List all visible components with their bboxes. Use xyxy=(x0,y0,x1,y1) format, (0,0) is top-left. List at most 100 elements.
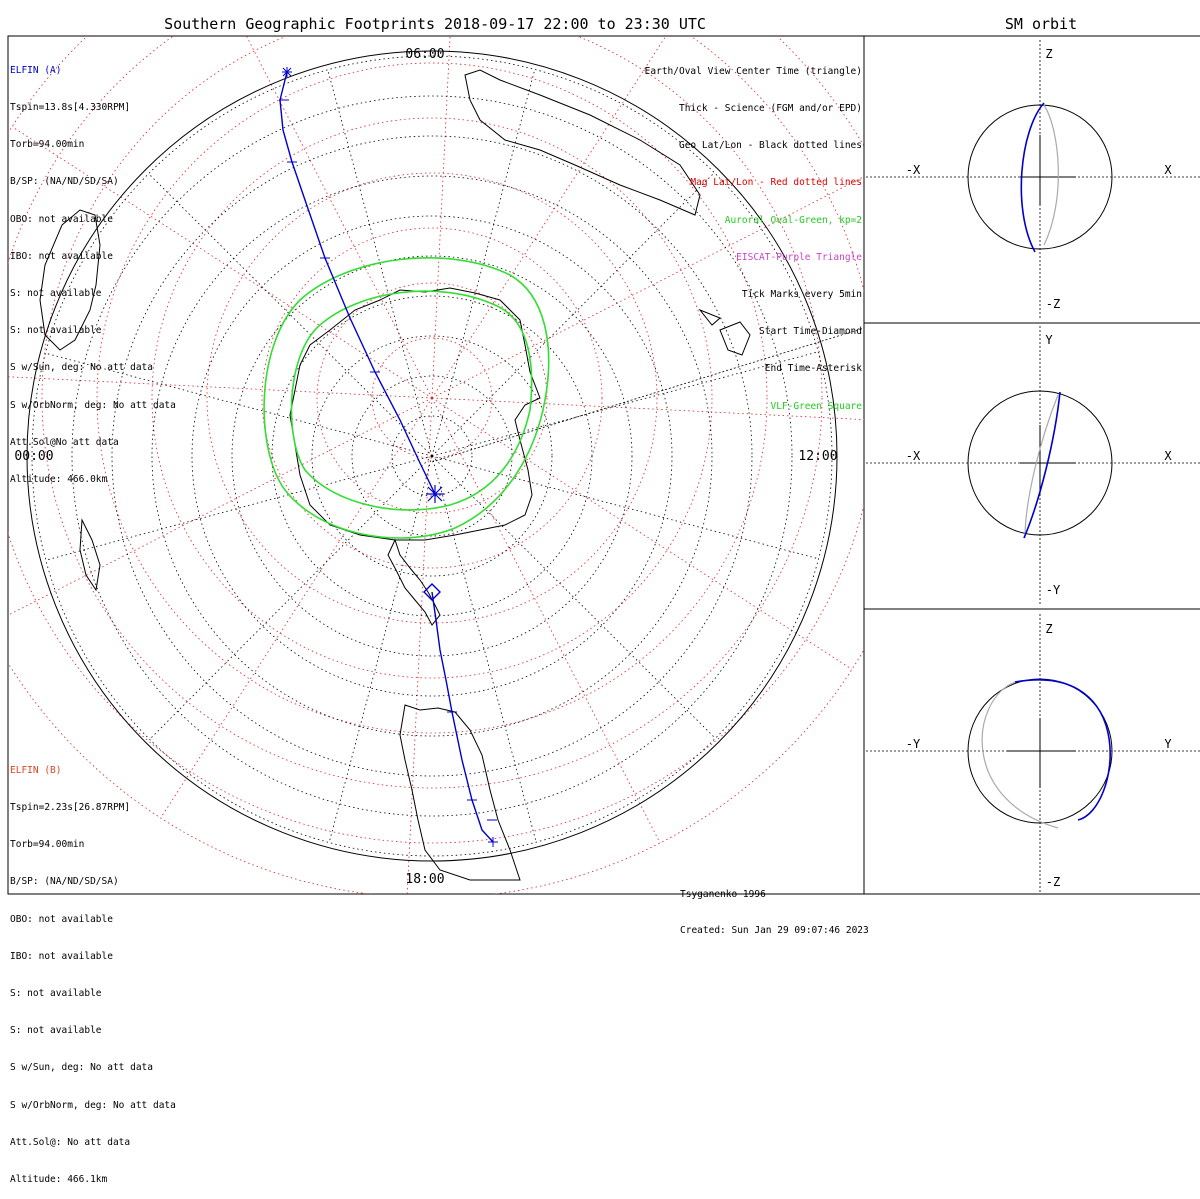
elfin-b-line: B/SP: (NA/ND/SD/SA) xyxy=(10,876,119,888)
elfin-b-ticks xyxy=(447,711,497,821)
meridian-line xyxy=(431,69,536,457)
elfin-a-line: S: not available xyxy=(10,325,102,337)
elfin-a-track xyxy=(279,71,436,495)
elfin-a-info: ELFIN (A) Tspin=13.8s[4.330RPM] Torb=94.… xyxy=(10,40,176,499)
orbit3-top: Z xyxy=(1045,622,1052,636)
legend-item: Tick Marks every 5min xyxy=(741,289,862,301)
elfin-b-line: S w/Sun, deg: No att data xyxy=(10,1062,153,1074)
elfin-b-line: OBO: not available xyxy=(10,913,113,925)
madagascar xyxy=(719,321,751,356)
elfin-a-line: Att.Sol@No att data xyxy=(10,436,119,448)
elfin-a-line: OBO: not available xyxy=(10,213,113,225)
auroral-oval xyxy=(263,257,550,539)
model-label: Tsyganenko-1996 xyxy=(680,889,766,900)
orbit1-top: Z xyxy=(1045,47,1052,61)
mag-grid xyxy=(8,36,864,894)
legend-item: VLF-Green Square xyxy=(770,400,862,412)
elfin-b-header: ELFIN (B) xyxy=(10,764,62,776)
meridian-line xyxy=(45,352,433,457)
elfin-a-header: ELFIN (A) xyxy=(10,64,62,76)
meridian-line xyxy=(327,69,433,457)
south-georgia xyxy=(698,308,721,326)
time-label-bottom: 18:00 xyxy=(405,872,444,887)
meridian-line xyxy=(149,455,433,740)
orbit-title: SM orbit xyxy=(1005,15,1077,33)
elfin-b-line: S w/OrbNorm, deg: No att data xyxy=(10,1099,176,1111)
australia-coast xyxy=(39,209,101,351)
meridian-line xyxy=(431,455,819,560)
elfin-a-line: Torb=94.00min xyxy=(10,139,85,151)
elfin-a-line: Altitude: 466.0km xyxy=(10,474,108,486)
legend-item: Mag Lat/Lon - Red dotted lines xyxy=(690,177,862,189)
elfin-b-line: S: not available xyxy=(10,1025,102,1037)
legend-item: Auroral Oval-Green, kp=2 xyxy=(724,214,862,226)
polar-map xyxy=(8,36,864,894)
orbit1-left: -X xyxy=(906,163,921,177)
time-label-top: 06:00 xyxy=(405,47,444,62)
legend-item: Earth/Oval View Center Time (triangle) xyxy=(644,65,862,77)
orbit2-bottom: -Y xyxy=(1046,583,1061,597)
meridian-line xyxy=(431,172,715,457)
elfin-b-line: Altitude: 466.1km xyxy=(10,1174,108,1186)
antarctica-coast xyxy=(289,287,541,541)
orbit3-bottom: -Z xyxy=(1046,875,1060,889)
orbit1-right: X xyxy=(1164,163,1172,177)
meridian-line xyxy=(431,397,853,670)
created-label: Created: Sun Jan 29 09:07:46 2023 xyxy=(680,925,869,936)
elfin-a-line: S w/Sun, deg: No att data xyxy=(10,362,153,374)
elfin-b-line: Torb=94.00min xyxy=(10,839,85,851)
elfin-a-end-asterisk xyxy=(426,485,444,503)
elfin-b-line: Tspin=2.23s[26.87RPM] xyxy=(10,802,131,814)
oval-outer xyxy=(263,257,550,539)
elfin-b-track xyxy=(431,591,494,843)
meridian-line xyxy=(148,173,433,457)
legend-item: End Time-Asterisk xyxy=(764,363,862,375)
meridian-line xyxy=(328,455,433,843)
elfin-b-start-diamond xyxy=(423,583,441,601)
legend-item: EISCAT-Purple Triangle xyxy=(736,251,862,263)
africa-coast xyxy=(464,69,701,216)
elfin-b-end-asterisk xyxy=(488,837,498,847)
elfin-a-line: S w/OrbNorm, deg: No att data xyxy=(10,399,176,411)
time-label-left: 00:00 xyxy=(14,449,53,464)
new-zealand xyxy=(79,518,101,592)
elfin-a-line: IBO: not available xyxy=(10,250,113,262)
meridian-line xyxy=(431,455,716,739)
elfin-b-line: S: not available xyxy=(10,988,102,1000)
elfin-b-line: Att.Sol@: No att data xyxy=(10,1136,131,1148)
footer: Tsyganenko-1996 Created: Sun Jan 29 09:0… xyxy=(680,865,869,949)
geo-meridians xyxy=(45,69,819,843)
legend-item: Start Time-Diamond xyxy=(759,326,862,338)
earth-limb xyxy=(26,50,838,862)
meridian-line xyxy=(406,397,433,894)
orbit2-right: X xyxy=(1164,449,1172,463)
orbit-panel-xy: Y -Y -X X xyxy=(866,326,1200,606)
orbit-panel-xz: Z -Z -X X xyxy=(866,40,1200,320)
legend-item: Geo Lat/Lon - Black dotted lines xyxy=(678,140,862,152)
antarctic-peninsula xyxy=(387,538,441,626)
map-frame xyxy=(7,35,865,895)
elfin-a-line: B/SP: (NA/ND/SD/SA) xyxy=(10,176,119,188)
oval-inner xyxy=(290,290,533,511)
elfin-a-ticks xyxy=(279,99,380,373)
orbit3-right: Y xyxy=(1164,737,1172,751)
time-label-right: 12:00 xyxy=(798,449,837,464)
elfin-b-line: IBO: not available xyxy=(10,950,113,962)
elfin-b-info: ELFIN (B) Tspin=2.23s[26.87RPM] Torb=94.… xyxy=(10,740,176,1199)
meridian-line xyxy=(431,455,537,843)
elfin-a-line: Tspin=13.8s[4.330RPM] xyxy=(10,102,131,114)
sun-direction-line xyxy=(431,327,864,463)
elfin-a-line: S: not available xyxy=(10,288,102,300)
meridian-line xyxy=(160,397,433,819)
orbit1-bottom: -Z xyxy=(1046,297,1060,311)
legend-item: Thick - Science (FGM and/or EPD) xyxy=(678,103,862,115)
meridian-line xyxy=(45,455,433,561)
orbit2-left: -X xyxy=(906,449,921,463)
legend: Earth/Oval View Center Time (triangle) T… xyxy=(645,41,862,425)
south-america-coast xyxy=(399,704,521,881)
orbit-panel-yz: Z -Z -Y Y xyxy=(866,614,1200,892)
orbit3-left: -Y xyxy=(906,737,921,751)
plot-canvas: Southern Geographic Footprints 2018-09-1… xyxy=(7,15,1200,895)
map-title: Southern Geographic Footprints 2018-09-1… xyxy=(164,15,706,33)
meridian-line xyxy=(431,351,819,457)
